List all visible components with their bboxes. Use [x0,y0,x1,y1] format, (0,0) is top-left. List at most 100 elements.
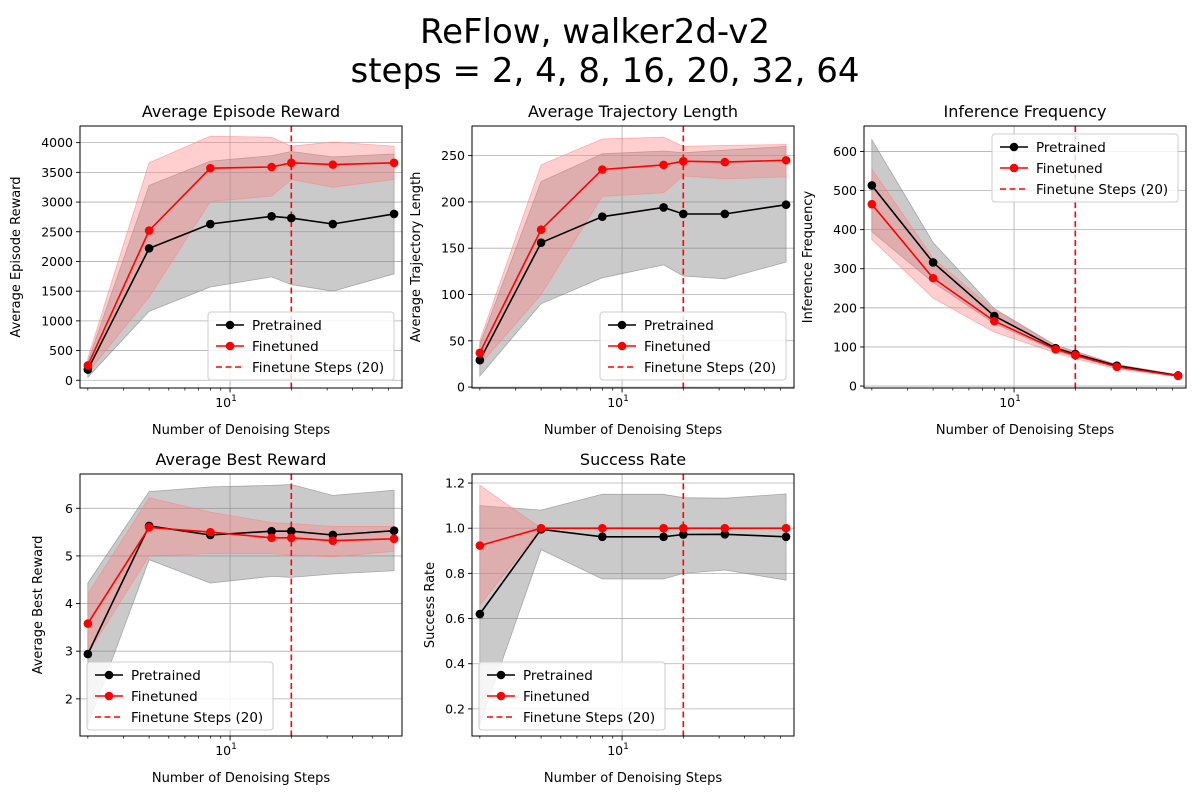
data-point-finetuned [206,527,215,537]
y-tick-label: 2500 [41,224,73,239]
data-point-finetuned [781,155,791,165]
y-tick-label: 5 [65,548,73,563]
data-point-finetuned [536,225,546,234]
data-point-pretrained [475,355,485,365]
legend: Pretrained Finetuned Finetune Steps (20) [207,311,395,381]
y-tick-label: 0.2 [445,701,465,716]
data-point-pretrained [206,219,215,229]
band-finetuned [479,136,787,366]
legend-label-finetune-steps: Finetune Steps (20) [131,710,263,726]
data-point-finetuned [598,523,607,533]
y-tick-label: 50 [449,333,465,348]
legend-label-pretrained: Pretrained [644,318,714,334]
legend-label-finetuned: Finetuned [1036,161,1103,177]
data-point-finetuned [475,348,485,358]
subplot-3: Inference Frequency 0 100 200 300 400 500 600 10… [801,102,1187,438]
y-tick-label: 2000 [41,254,73,269]
data-point-finetuned [83,361,93,370]
data-point-finetuned [720,523,730,533]
data-point-pretrained [928,258,938,267]
data-point-pretrained [659,203,668,212]
y-tick-label: 500 [49,343,73,358]
data-point-finetuned [83,619,93,628]
y-tick-label: 4000 [41,135,73,150]
data-point-pretrained [389,526,399,535]
subplot-title: Average Trajectory Length [528,102,738,121]
data-point-finetuned [267,162,276,172]
data-point-pretrained [598,212,607,222]
band-pretrained [87,484,395,726]
legend-box [991,133,1179,203]
data-point-finetuned [475,541,485,550]
y-tick-label: 600 [833,144,857,159]
plot-content [867,126,1183,388]
data-point-pretrained [267,526,276,536]
legend-label-pretrained: Pretrained [523,668,593,684]
plot-content [475,126,791,388]
data-point-finetuned [679,156,688,166]
data-point-pretrained [781,532,791,542]
legend-label-pretrained: Pretrained [252,318,322,334]
x-tick-label: 101 [215,394,237,410]
data-point-finetuned [1071,350,1080,360]
y-tick-label: 1.2 [445,476,465,491]
data-point-finetuned [659,523,668,533]
figure-title-line2: steps = 2, 4, 8, 16, 20, 32, 64 [350,51,859,91]
data-point-pretrained [287,526,296,536]
plot-content [475,474,791,736]
x-tick-label: 101 [999,394,1021,410]
x-tick-label: 101 [607,394,629,410]
y-tick-label: 0 [849,379,857,394]
data-point-finetuned [267,533,276,543]
data-point-pretrained [679,209,688,219]
data-point-pretrained [781,200,791,209]
y-tick-label: 0.4 [445,656,465,671]
data-point-finetuned [536,523,546,533]
legend-box [207,311,395,381]
subplot-5: Success Rate 0.2 0.4 0.6 0.8 1.0 1.2 101 Number … [423,450,795,786]
legend-label-finetuned: Finetuned [252,339,319,355]
y-tick-label: 3000 [41,195,73,210]
legend: Pretrained Finetuned Finetune Steps (20) [599,311,787,381]
legend-marker-finetuned [617,341,627,351]
data-point-finetuned [679,523,688,533]
axes-frame [471,473,795,737]
legend-label-finetuned: Finetuned [131,689,198,705]
y-tick-label: 3500 [41,165,73,180]
x-axis-label: Number of Denoising Steps [544,423,722,438]
y-tick-label: 6 [65,501,73,516]
data-point-pretrained [475,609,485,619]
band-pretrained [479,145,787,378]
data-point-pretrained [328,219,338,229]
x-tick-label: 101 [607,742,629,758]
legend-label-finetune-steps: Finetune Steps (20) [1036,182,1168,198]
subplot-4: Average Best Reward 2 3 4 5 6 101 Number of Den… [31,450,403,786]
y-tick-label: 3 [65,644,73,659]
data-point-finetuned [1112,362,1122,372]
y-tick-label: 2 [65,691,73,706]
legend-marker-pretrained [104,670,114,680]
x-axis-label: Number of Denoising Steps [152,423,330,438]
y-tick-label: 4 [65,596,73,611]
y-tick-label: 0 [65,373,73,388]
legend-label-finetune-steps: Finetune Steps (20) [252,360,384,376]
band-finetuned [87,497,395,655]
legend-marker-finetuned [104,691,114,701]
y-axis-label: Average Best Reward [31,536,46,675]
y-axis-label: Inference Frequency [801,191,816,324]
legend-marker-pretrained [1009,142,1019,152]
axes-frame [471,125,795,389]
data-point-pretrained [287,213,296,223]
y-tick-label: 200 [441,194,465,209]
y-tick-label: 0.6 [445,611,465,626]
legend-label-pretrained: Pretrained [131,668,201,684]
y-tick-label: 100 [441,287,465,302]
legend-marker-pretrained [225,320,235,330]
y-tick-label: 300 [833,261,857,276]
legend: Pretrained Finetuned Finetune Steps (20) [86,661,274,731]
y-tick-label: 200 [833,300,857,315]
data-point-pretrained [867,181,877,190]
x-axis-label: Number of Denoising Steps [936,423,1114,438]
data-point-pretrained [659,532,668,542]
